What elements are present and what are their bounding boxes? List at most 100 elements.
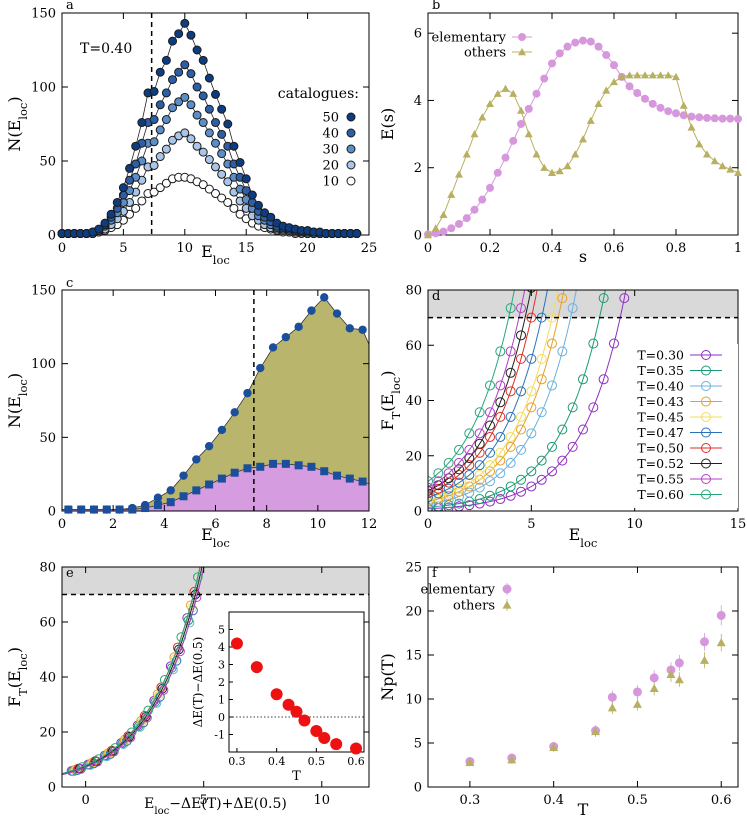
- panel-a-point: [229, 141, 239, 151]
- panel-a-legend-label: 40: [322, 127, 339, 142]
- panel-e-xlabel: Eloc−ΔE(T)+ΔE(0.5): [144, 796, 287, 817]
- panel-f-point: [607, 703, 617, 712]
- panel-f-ytick-label: 0: [414, 781, 422, 796]
- panel-c-xtick-label: 4: [160, 517, 168, 532]
- panel-d-point: [516, 474, 526, 485]
- panel-b-ytick-label: 6: [414, 27, 422, 42]
- panel-d-point: [526, 312, 537, 323]
- panel-d-point: [495, 447, 506, 458]
- panel-d-legend-marker: [701, 474, 711, 484]
- panel-d-point: [464, 453, 475, 464]
- panel-a-point: [168, 103, 178, 113]
- panel-d-point: [526, 466, 537, 477]
- panel-d-point: [454, 483, 464, 494]
- panel-d-curves: [428, 290, 630, 511]
- panel-c-ylabel: N(Eloc): [5, 373, 30, 428]
- panel-d-series-line: [428, 290, 548, 498]
- panel-c-point: [204, 441, 214, 451]
- panel-b-point: [625, 82, 634, 91]
- panel-d-point: [454, 464, 464, 475]
- panel-f-xtick-label: 0.4: [543, 793, 564, 808]
- panel-e-ytick-label: 40: [39, 671, 56, 686]
- panel-c-xtick-label: 6: [211, 517, 219, 532]
- panel-f-series-elementary: [465, 605, 726, 766]
- panel-d-point: [516, 330, 526, 341]
- panel-d-point: [474, 494, 485, 505]
- panel-b-point: [486, 183, 494, 192]
- panel-d-point: [557, 293, 568, 304]
- panel-a-point: [106, 209, 116, 219]
- panel-c-point: [205, 480, 214, 489]
- panel-d-point: [464, 500, 475, 511]
- panel-e-inset-point: [250, 661, 263, 674]
- panel-a-xlabel: Eloc: [201, 242, 230, 267]
- panel-e-point: [141, 711, 151, 722]
- panel-c-point: [77, 505, 86, 514]
- panel-a-point: [211, 138, 220, 148]
- panel-a-point: [211, 189, 220, 199]
- panel-c-point: [256, 462, 265, 471]
- panel-b-point: [726, 165, 735, 173]
- panel-d-point: [495, 455, 506, 466]
- panel-d-legend-marker: [701, 427, 711, 438]
- panel-b-point: [610, 77, 618, 86]
- panel-e-inset-point: [330, 738, 343, 751]
- panel-d-point: [495, 397, 506, 408]
- panel-d-shade: [428, 290, 738, 318]
- panel-c-ytick-label: 0: [48, 505, 56, 520]
- panel-d-point: [557, 424, 568, 435]
- panel-a-point: [241, 174, 251, 184]
- panel-c-xtick-label: 2: [109, 517, 117, 532]
- panel-f-legend-label: elementary: [421, 583, 496, 598]
- panel-e-series-line: [62, 567, 201, 775]
- panel-d-point: [485, 466, 495, 477]
- panel-b-point: [602, 86, 611, 94]
- panel-f-ytick-label: 25: [405, 561, 422, 576]
- panel-e-xtick-label: 5: [200, 793, 208, 808]
- panel-a-ytick-label: 100: [31, 81, 56, 96]
- panel-e-point: [192, 572, 203, 582]
- panel-d-point: [443, 468, 454, 479]
- panel-b-frame: [427, 12, 739, 236]
- panel-a-point: [198, 118, 208, 128]
- panel-f-point: [674, 675, 684, 684]
- panel-a-point: [204, 184, 214, 194]
- panel-e-series-line: [62, 567, 201, 775]
- panel-d-point: [526, 353, 537, 364]
- panel-a-point: [352, 229, 362, 239]
- panel-e-inset-point: [270, 688, 283, 701]
- panel-c-ytick-label: 150: [31, 284, 56, 299]
- panel-d-legend-label: T=0.35: [637, 363, 684, 378]
- panel-a-point: [149, 115, 159, 125]
- panel-f-ytick-label: 20: [405, 605, 422, 620]
- panel-a-point: [125, 163, 135, 173]
- panel-c-ytick-label: 100: [31, 357, 56, 372]
- panel-b-ytick-label: 2: [414, 161, 422, 176]
- panel-b-xlabel: s: [579, 247, 587, 266]
- panel-b-point: [563, 42, 572, 51]
- panel-d-series-line: [428, 290, 532, 492]
- panel-f-frame: [427, 566, 739, 788]
- panel-d-point: [495, 346, 506, 357]
- panel-a-point: [192, 45, 202, 55]
- panel-d-point: [536, 474, 547, 485]
- panel-c-xtick-label: 8: [263, 517, 271, 532]
- panel-a-letter: a: [66, 0, 74, 13]
- panel-a-point: [186, 134, 196, 144]
- panel-b-point: [656, 71, 665, 79]
- panel-a-legend-label: 20: [322, 159, 339, 174]
- panel-c-point: [358, 477, 367, 486]
- panel-d-legend-marker: [701, 350, 711, 360]
- panel-b-point: [424, 231, 432, 239]
- panel-f-letter: f: [432, 566, 438, 581]
- panel-b-point: [703, 113, 711, 122]
- panel-d-point: [428, 492, 433, 503]
- panel-a-series-50: [57, 18, 362, 239]
- panel-f-ytick-label: 15: [405, 649, 422, 664]
- panel-b-point: [493, 89, 502, 97]
- panel-d-legend-label: T=0.40: [637, 379, 684, 394]
- panel-a-series-line: [62, 132, 357, 234]
- panel-a-point: [204, 73, 214, 83]
- panel-b-point: [555, 49, 564, 58]
- panel-b-point: [509, 136, 518, 145]
